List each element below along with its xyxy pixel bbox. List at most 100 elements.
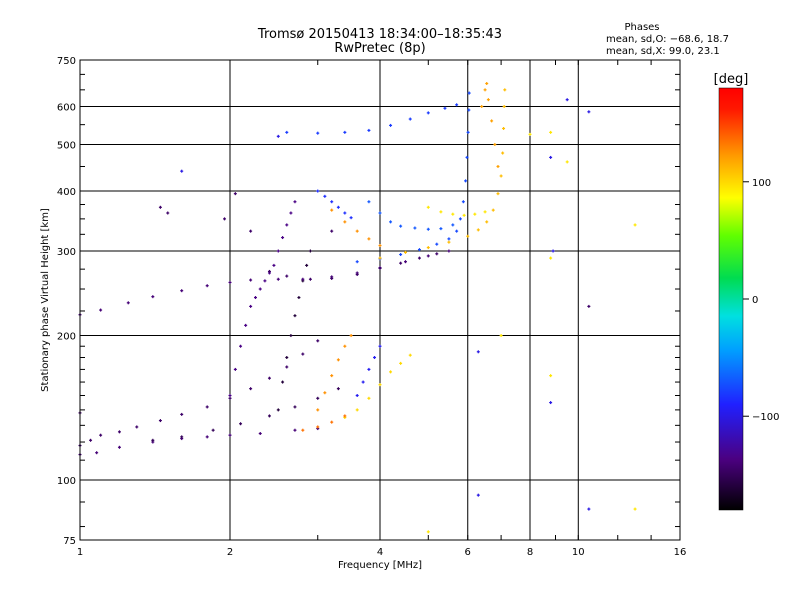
y-axis-label: Stationary phase Virtual Height [km] [40, 208, 51, 392]
data-point [289, 211, 293, 215]
data-point [476, 350, 480, 354]
data-point [323, 391, 327, 395]
data-point [276, 249, 280, 253]
data-point [285, 355, 289, 359]
data-point [408, 117, 412, 121]
data-point [426, 530, 430, 534]
data-point [485, 220, 489, 224]
x-tick-label: 6 [465, 547, 471, 558]
data-point [426, 246, 430, 250]
data-point [249, 229, 253, 233]
data-point [367, 128, 371, 132]
data-point [458, 217, 462, 221]
y-tick-label: 300 [57, 247, 76, 258]
data-point [95, 451, 99, 455]
data-point [439, 227, 443, 231]
data-point [285, 223, 289, 227]
data-point [378, 344, 382, 348]
grid-lines [80, 60, 680, 540]
data-point [239, 422, 243, 426]
data-point [502, 105, 506, 109]
data-point [361, 380, 365, 384]
data-point [276, 277, 280, 281]
data-point [228, 433, 232, 437]
data-point [293, 200, 297, 204]
data-point [180, 289, 184, 293]
colorbar-tick-label: 100 [752, 178, 771, 189]
data-point [491, 208, 495, 212]
y-axis: 75 100 200 300 400 500 600 750 [57, 56, 680, 547]
data-point [417, 248, 421, 252]
data-point [316, 425, 320, 429]
data-point [490, 119, 494, 123]
data-point [99, 433, 103, 437]
x-axis: 1 2 4 6 8 10 16 [77, 60, 686, 558]
data-point [330, 200, 334, 204]
colorbar-tick-label: −100 [752, 412, 779, 423]
data-point [480, 105, 484, 109]
data-point [367, 396, 371, 400]
data-point [349, 334, 353, 338]
data-point [305, 263, 309, 267]
data-point [267, 414, 271, 418]
data-point [367, 367, 371, 371]
chart-title: Tromsø 20150413 18:34:00–18:35:43 [257, 27, 502, 42]
data-point [355, 273, 359, 277]
data-point [330, 420, 334, 424]
data-point [447, 249, 451, 253]
data-point [301, 352, 305, 356]
data-point [151, 438, 155, 442]
data-point [316, 396, 320, 400]
data-point [426, 227, 430, 231]
data-point [166, 211, 170, 215]
data-point [272, 263, 276, 267]
data-point [323, 194, 327, 198]
data-point [343, 130, 347, 134]
data-point [228, 280, 232, 284]
data-point [343, 211, 347, 215]
data-point [499, 174, 503, 178]
data-point [549, 374, 553, 378]
data-point [367, 237, 371, 241]
data-point [565, 160, 569, 164]
data-point [451, 223, 455, 227]
y-tick-label: 400 [57, 187, 76, 198]
x-axis-label: Frequency [MHz] [338, 560, 422, 571]
data-point [451, 212, 455, 216]
data-point [493, 143, 497, 147]
data-point [205, 435, 209, 439]
y-tick-label: 600 [57, 103, 76, 114]
data-point [355, 260, 359, 264]
data-point [473, 212, 477, 216]
data-point [293, 405, 297, 409]
data-point [455, 103, 459, 107]
data-point [297, 296, 301, 300]
data-point [316, 339, 320, 343]
data-point [426, 254, 430, 258]
stats-heading: Phases [624, 22, 659, 33]
data-point [308, 249, 312, 253]
y-tick-label: 75 [63, 536, 76, 547]
colorbar-ticks: 100 0 −100 [743, 178, 779, 423]
colorbar-label: [deg] [714, 72, 749, 87]
data-point [378, 383, 382, 387]
data-point [443, 106, 447, 110]
data-point [99, 308, 103, 312]
x-tick-label: 1 [77, 547, 83, 558]
data-point [389, 123, 393, 127]
data-point [316, 189, 320, 193]
data-point [281, 380, 285, 384]
data-point [126, 301, 130, 305]
data-point [263, 279, 267, 283]
data-point [180, 435, 184, 439]
data-point [253, 296, 257, 300]
data-point [549, 155, 553, 159]
data-point [403, 250, 407, 254]
data-point [367, 200, 371, 204]
data-point [389, 370, 393, 374]
data-point [343, 344, 347, 348]
data-point [89, 438, 93, 442]
data-point [408, 353, 412, 357]
data-point [258, 432, 262, 436]
data-point [258, 287, 262, 291]
